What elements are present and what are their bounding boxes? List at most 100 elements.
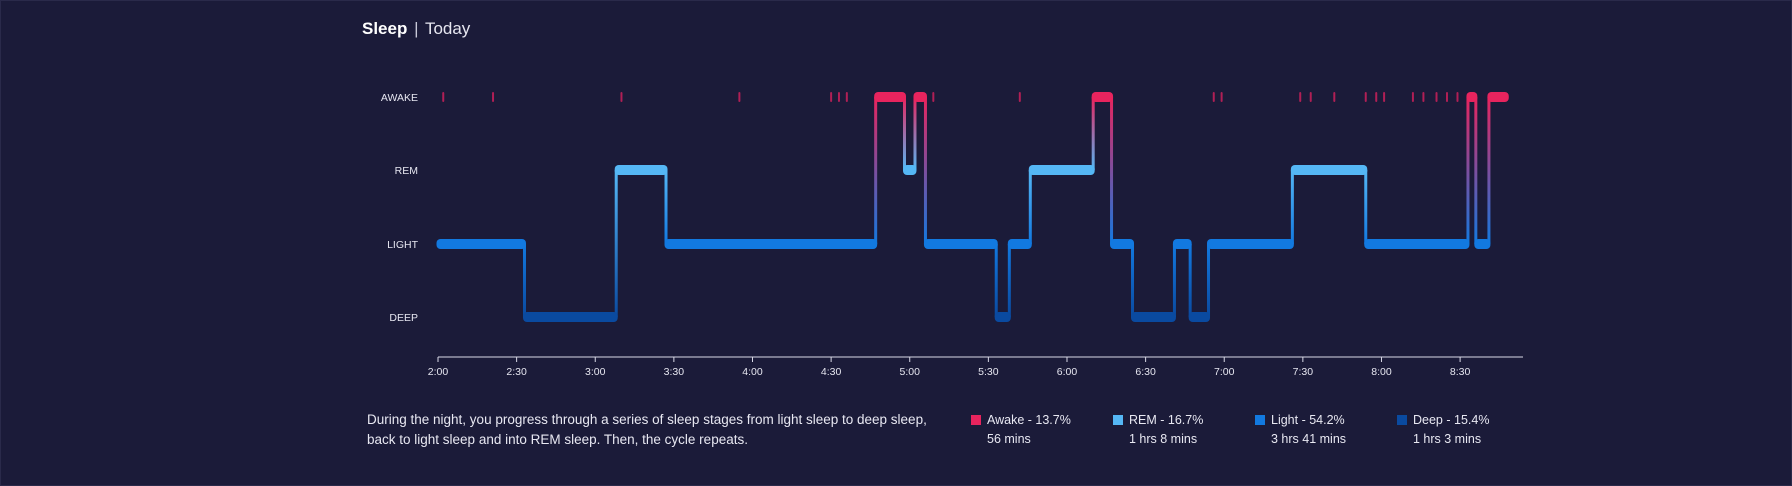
stage-bar-light xyxy=(436,239,526,249)
sleep-stage-chart: AWAKE REM LIGHT DEEP 2:00 2:30 3:00 3:30 4:00 4:3… xyxy=(381,92,1523,378)
legend-label: Awake - 13.7% xyxy=(987,413,1071,427)
brief-awakening-mark xyxy=(620,92,623,102)
stage-transition xyxy=(1207,244,1211,317)
x-tick-label: 8:00 xyxy=(1371,366,1392,378)
legend-item-awake: Awake - 13.7% 56 mins xyxy=(971,413,1071,446)
x-tick-label: 4:30 xyxy=(821,366,842,378)
stage-label-light: LIGHT xyxy=(387,239,419,251)
stage-label-rem: REM xyxy=(395,165,418,177)
stage-transition xyxy=(1131,244,1135,317)
stage-transition xyxy=(1364,170,1368,244)
stage-bar-deep xyxy=(522,312,618,322)
stage-bar-awake xyxy=(1091,92,1114,102)
stage-label-awake: AWAKE xyxy=(381,92,418,104)
brief-awakening-mark xyxy=(1375,92,1378,102)
x-tick-label: 8:30 xyxy=(1450,366,1471,378)
legend-duration: 1 hrs 3 mins xyxy=(1413,432,1482,446)
stage-transition xyxy=(1487,97,1491,244)
stage-transition xyxy=(1290,170,1294,244)
stage-transition xyxy=(664,170,668,244)
stage-bar-deep xyxy=(1188,312,1211,322)
legend-label: REM - 16.7% xyxy=(1129,413,1204,427)
sleep-description: During the night, you progress through a… xyxy=(367,412,927,447)
stage-bar-rem xyxy=(902,165,917,175)
stage-transition xyxy=(614,170,618,317)
brief-awakening-mark xyxy=(1018,92,1021,102)
stage-transition xyxy=(874,97,878,244)
stage-label-deep: DEEP xyxy=(389,312,418,324)
legend-swatch xyxy=(1255,415,1265,425)
stage-bar-awake xyxy=(874,92,906,102)
stage-bar-light xyxy=(1172,239,1192,249)
brief-awakening-mark xyxy=(738,92,741,102)
brief-awakening-mark xyxy=(1435,92,1438,102)
brief-awakening-mark xyxy=(1456,92,1459,102)
stage-bar-light xyxy=(1474,239,1491,249)
brief-awakening-mark xyxy=(1445,92,1448,102)
brief-awakening-mark xyxy=(1411,92,1414,102)
brief-awakening-mark xyxy=(1333,92,1336,102)
stage-transition xyxy=(994,244,998,317)
stage-bar-awake xyxy=(1487,92,1509,102)
stage-transition xyxy=(1466,97,1470,244)
brief-awakening-mark xyxy=(837,92,840,102)
brief-awakening-mark xyxy=(442,92,445,102)
legend-item-rem: REM - 16.7% 1 hrs 8 mins xyxy=(1113,413,1203,446)
stage-bar-light xyxy=(1207,239,1294,249)
legend-label: Light - 54.2% xyxy=(1271,413,1345,427)
stage-transition xyxy=(522,244,526,317)
stage-transition xyxy=(923,97,927,244)
stage-bar-light xyxy=(1110,239,1135,249)
stage-bar-light xyxy=(1007,239,1032,249)
title-text: Sleep xyxy=(362,19,408,38)
brief-awakening-mark xyxy=(1212,92,1215,102)
brief-awakening-mark xyxy=(1299,92,1302,102)
brief-awakening-mark xyxy=(1220,92,1223,102)
x-tick-label: 7:30 xyxy=(1293,366,1314,378)
x-tick-label: 2:30 xyxy=(506,366,527,378)
stage-transition xyxy=(1091,97,1095,170)
brief-awakening-mark xyxy=(1383,92,1386,102)
stage-bar-awake xyxy=(913,92,927,102)
x-tick-label: 4:00 xyxy=(742,366,763,378)
brief-awakening-mark xyxy=(1422,92,1425,102)
legend-swatch xyxy=(1397,415,1407,425)
x-tick-label: 5:30 xyxy=(978,366,999,378)
stage-bar-awake xyxy=(1466,92,1478,102)
stage-transition xyxy=(1007,244,1011,317)
stage-bar-rem xyxy=(614,165,668,175)
stage-transition xyxy=(1110,97,1114,244)
title-separator: | xyxy=(414,19,419,38)
x-tick-label: 6:30 xyxy=(1135,366,1156,378)
stage-bar-deep xyxy=(994,312,1011,322)
stage-bar-deep xyxy=(1131,312,1176,322)
stage-transition xyxy=(1028,170,1032,244)
stage-bar-rem xyxy=(1290,165,1368,175)
x-tick-label: 7:00 xyxy=(1214,366,1235,378)
title-subtitle: Today xyxy=(424,19,471,38)
x-tick-label: 3:00 xyxy=(585,366,606,378)
legend-item-deep: Deep - 15.4% 1 hrs 3 mins xyxy=(1397,413,1489,446)
brief-awakening-mark xyxy=(492,92,495,102)
brief-awakening-mark xyxy=(830,92,833,102)
brief-awakening-mark xyxy=(845,92,848,102)
stage-bar-light xyxy=(1364,239,1470,249)
brief-awakening-mark xyxy=(1309,92,1312,102)
page-title: Sleep | Today xyxy=(362,19,470,39)
brief-awakening-mark xyxy=(932,92,935,102)
legend-swatch xyxy=(1113,415,1123,425)
legend-duration: 56 mins xyxy=(987,432,1031,446)
brief-awakening-mark xyxy=(1364,92,1367,102)
stage-bar-light xyxy=(664,239,878,249)
stage-transition xyxy=(1172,244,1176,317)
legend-item-light: Light - 54.2% 3 hrs 41 mins xyxy=(1255,413,1346,446)
legend-duration: 3 hrs 41 mins xyxy=(1271,432,1347,446)
x-tick-label: 3:30 xyxy=(664,366,685,378)
stage-transition xyxy=(1474,97,1478,244)
stage-transition xyxy=(913,97,917,170)
stage-bar-rem xyxy=(1028,165,1095,175)
legend-label: Deep - 15.4% xyxy=(1413,413,1490,427)
stage-bar-light xyxy=(923,239,998,249)
stage-transition xyxy=(1188,244,1192,317)
legend-duration: 1 hrs 8 mins xyxy=(1129,432,1198,446)
